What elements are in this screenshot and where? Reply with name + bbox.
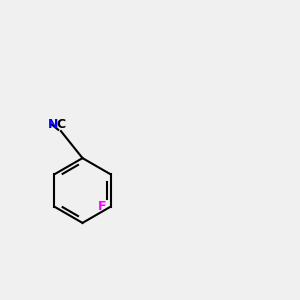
Text: F: F [98,200,107,213]
Text: N: N [47,118,58,131]
Text: C: C [57,118,66,131]
